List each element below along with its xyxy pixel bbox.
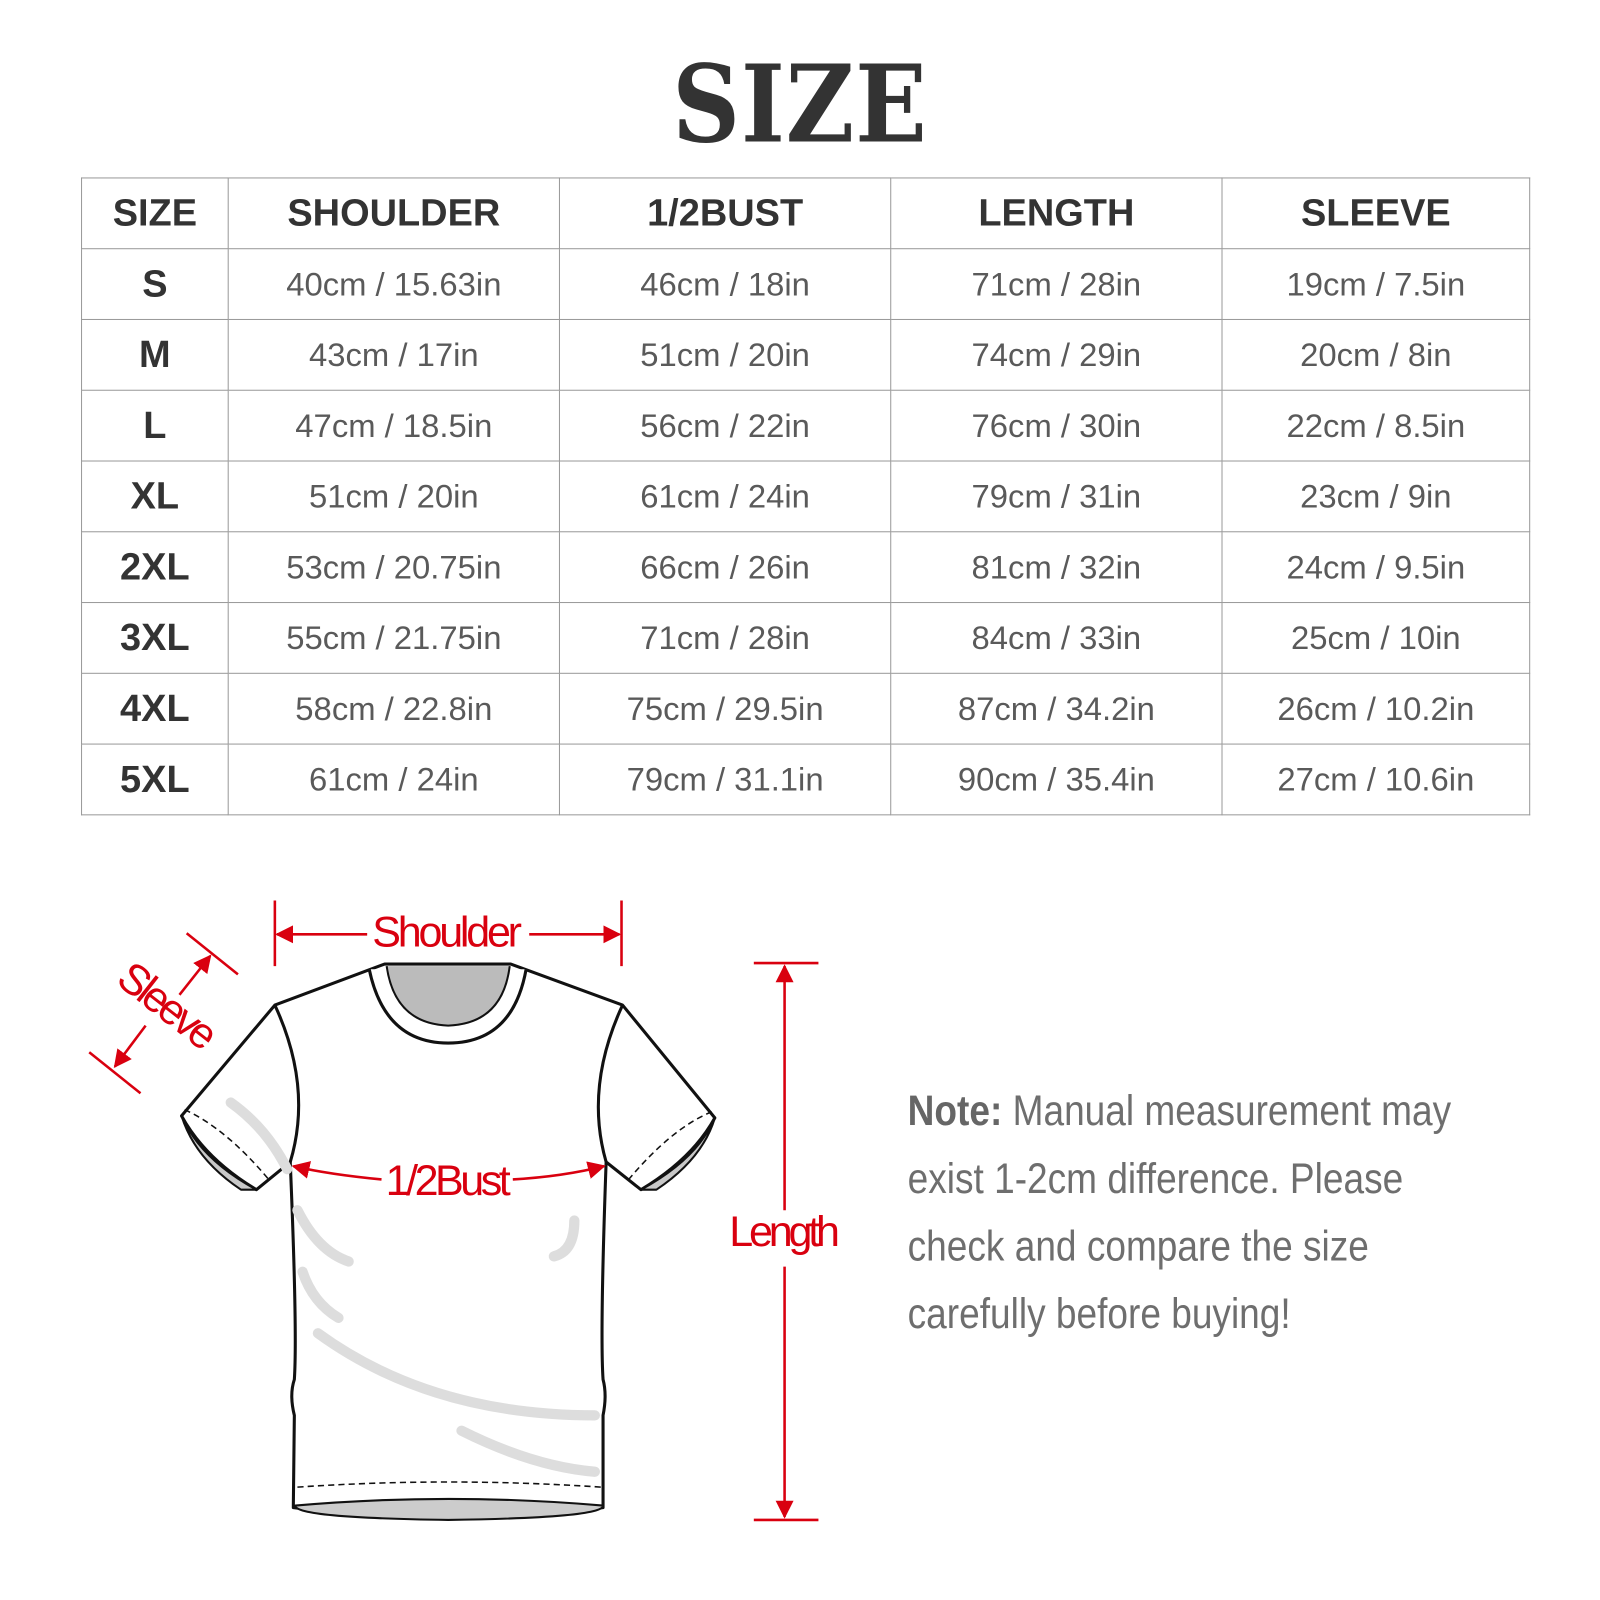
- measurement-cell: 90cm / 35.4in: [890, 743, 1223, 816]
- column-header: SIZE: [81, 177, 229, 250]
- measurement-cell: 66cm / 26in: [558, 531, 892, 604]
- measurement-cell: 20cm / 8in: [1221, 318, 1531, 391]
- column-header: LENGTH: [890, 177, 1223, 250]
- size-cell: M: [81, 318, 229, 391]
- note-line: exist 1-2cm difference. Please: [907, 1153, 1404, 1203]
- page-title: SIZE: [672, 41, 928, 168]
- measurement-cell: 79cm / 31.1in: [558, 743, 892, 816]
- table-header-row: SIZE SHOULDER 1/2BUST LENGTH SLEEVE: [81, 177, 1531, 250]
- bust-label: 1/2Bust: [386, 1157, 511, 1205]
- shoulder-label: Shoulder: [372, 909, 522, 957]
- size-cell: XL: [81, 460, 229, 533]
- length-label: Length: [729, 1208, 840, 1256]
- measurement-cell: 46cm / 18in: [558, 248, 892, 320]
- note-line: Manual measurement may: [1002, 1086, 1452, 1135]
- measurement-cell: 51cm / 20in: [227, 460, 560, 533]
- measurement-cell: 75cm / 29.5in: [558, 672, 892, 745]
- measurement-cell: 76cm / 30in: [890, 389, 1223, 462]
- size-cell: 4XL: [81, 672, 229, 745]
- measurement-cell: 23cm / 9in: [1221, 460, 1531, 533]
- measurement-cell: 61cm / 24in: [227, 743, 560, 816]
- measurement-cell: 81cm / 32in: [890, 531, 1223, 604]
- tshirt-illustration: [179, 962, 717, 1521]
- measurement-cell: 27cm / 10.6in: [1221, 743, 1531, 816]
- measurement-cell: 26cm / 10.2in: [1221, 672, 1531, 745]
- table-row: S 40cm / 15.63in 46cm / 18in 71cm / 28in 19c…: [81, 248, 1531, 320]
- measurement-cell: 74cm / 29in: [890, 318, 1223, 391]
- measurement-cell: 61cm / 24in: [558, 460, 892, 533]
- table-row: 2XL 53cm / 20.75in 66cm / 26in 81cm / 32in 2…: [81, 531, 1531, 604]
- table-row: 3XL 55cm / 21.75in 71cm / 28in 84cm / 33in 2…: [81, 602, 1531, 674]
- measurement-cell: 71cm / 28in: [890, 248, 1223, 320]
- measurement-cell: 84cm / 33in: [890, 602, 1223, 674]
- measurement-cell: 25cm / 10in: [1221, 602, 1531, 674]
- size-cell: 5XL: [81, 743, 229, 816]
- measurement-cell: 58cm / 22.8in: [227, 672, 560, 745]
- measurement-annotations: [88, 900, 819, 1522]
- table-row: 4XL 58cm / 22.8in 75cm / 29.5in 87cm / 34.2…: [81, 672, 1531, 745]
- note-label: Note:: [907, 1086, 1003, 1135]
- note-line: carefully before buying!: [907, 1289, 1291, 1338]
- measurement-cell: 19cm / 7.5in: [1221, 248, 1531, 320]
- measurement-cell: 71cm / 28in: [558, 602, 892, 674]
- table-row: M 43cm / 17in 51cm / 20in 74cm / 29in 20cm /…: [81, 318, 1531, 391]
- measurement-cell: 24cm / 9.5in: [1221, 531, 1531, 604]
- measurement-cell: 53cm / 20.75in: [227, 531, 560, 604]
- sleeve-label: Sleeve: [108, 953, 226, 1060]
- measurement-cell: 22cm / 8.5in: [1221, 389, 1531, 462]
- table-row: XL 51cm / 20in 61cm / 24in 79cm / 31in 23cm …: [81, 460, 1531, 533]
- note-line: check and compare the size: [907, 1221, 1369, 1270]
- size-table: SIZE SHOULDER 1/2BUST LENGTH SLEEVE S 40cm / …: [81, 177, 1531, 816]
- measurement-cell: 56cm / 22in: [558, 389, 892, 462]
- size-cell: 3XL: [81, 602, 229, 674]
- measurement-cell: 40cm / 15.63in: [227, 248, 560, 320]
- measurement-cell: 55cm / 21.75in: [227, 602, 560, 674]
- note-text: Note: Manual measurement may exist 1-2cm…: [908, 1077, 1525, 1348]
- table-row: L 47cm / 18.5in 56cm / 22in 76cm / 30in 22cm…: [81, 389, 1531, 462]
- size-cell: S: [81, 248, 229, 320]
- size-cell: L: [81, 389, 229, 462]
- table-row: 5XL 61cm / 24in 79cm / 31.1in 90cm / 35.4in…: [81, 743, 1531, 816]
- column-header: 1/2BUST: [558, 177, 892, 250]
- measurement-cell: 43cm / 17in: [227, 318, 560, 391]
- column-header: SLEEVE: [1221, 177, 1531, 250]
